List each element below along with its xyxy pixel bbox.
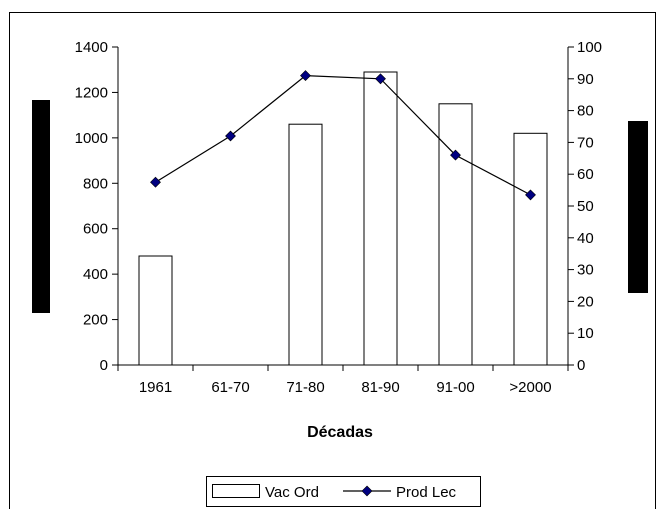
y-tick-label-5: 1000 (75, 130, 108, 147)
y2-tick-label-8: 80 (577, 103, 594, 120)
point-5 (525, 189, 536, 201)
y2-tick-label-9: 90 (577, 71, 594, 88)
chart-border (9, 12, 656, 509)
x-tick-label-0: 1961 (139, 379, 172, 396)
point-1 (225, 130, 236, 142)
y-tick-label-3: 600 (83, 221, 108, 238)
point-0 (150, 176, 161, 188)
bar-2 (288, 123, 323, 366)
x-axis-title: Décadas (307, 424, 373, 441)
y-tick-label-4: 800 (83, 175, 108, 192)
y-tick-label-0: 0 (100, 357, 108, 374)
x-tick-label-4: 91-00 (436, 379, 474, 396)
legend-label-vac-ord: Vac Ord (265, 484, 319, 501)
x-tick-label-5: >2000 (509, 379, 551, 396)
legend-marker-prod-lec (361, 485, 373, 497)
x-tick-label-3: 81-90 (361, 379, 399, 396)
x-tick-label-1: 61-70 (211, 379, 249, 396)
bar-0 (138, 255, 173, 366)
y-tick-label-1: 200 (83, 312, 108, 329)
y2-tick-label-7: 70 (577, 134, 594, 151)
y2-tick-label-3: 30 (577, 262, 594, 279)
y2-tick-label-10: 100 (577, 39, 602, 56)
y2-tick-label-1: 10 (577, 325, 594, 342)
point-2 (300, 70, 311, 82)
y2-tick-label-4: 40 (577, 230, 594, 247)
legend-label-prod-lec: Prod Lec (396, 484, 457, 501)
y2-tick-label-0: 0 (577, 357, 585, 374)
legend-swatch-vac-ord (212, 484, 260, 498)
y2-tick-label-2: 20 (577, 293, 594, 310)
y-tick-label-6: 1200 (75, 84, 108, 101)
x-tick-label-2: 71-80 (286, 379, 324, 396)
line-prod-lec (155, 74, 531, 196)
bar-3 (363, 71, 398, 366)
bar-5 (513, 132, 548, 366)
y-tick-label-7: 1400 (75, 39, 108, 56)
legend: Vac Ord Prod Lec (206, 476, 481, 507)
y-tick-label-2: 400 (83, 266, 108, 283)
point-4 (450, 149, 461, 161)
y2-tick-label-5: 50 (577, 198, 594, 215)
right-axis-title-block (628, 121, 648, 293)
point-3 (375, 73, 386, 85)
y2-tick-label-6: 60 (577, 166, 594, 183)
left-axis-title-block (32, 100, 50, 313)
